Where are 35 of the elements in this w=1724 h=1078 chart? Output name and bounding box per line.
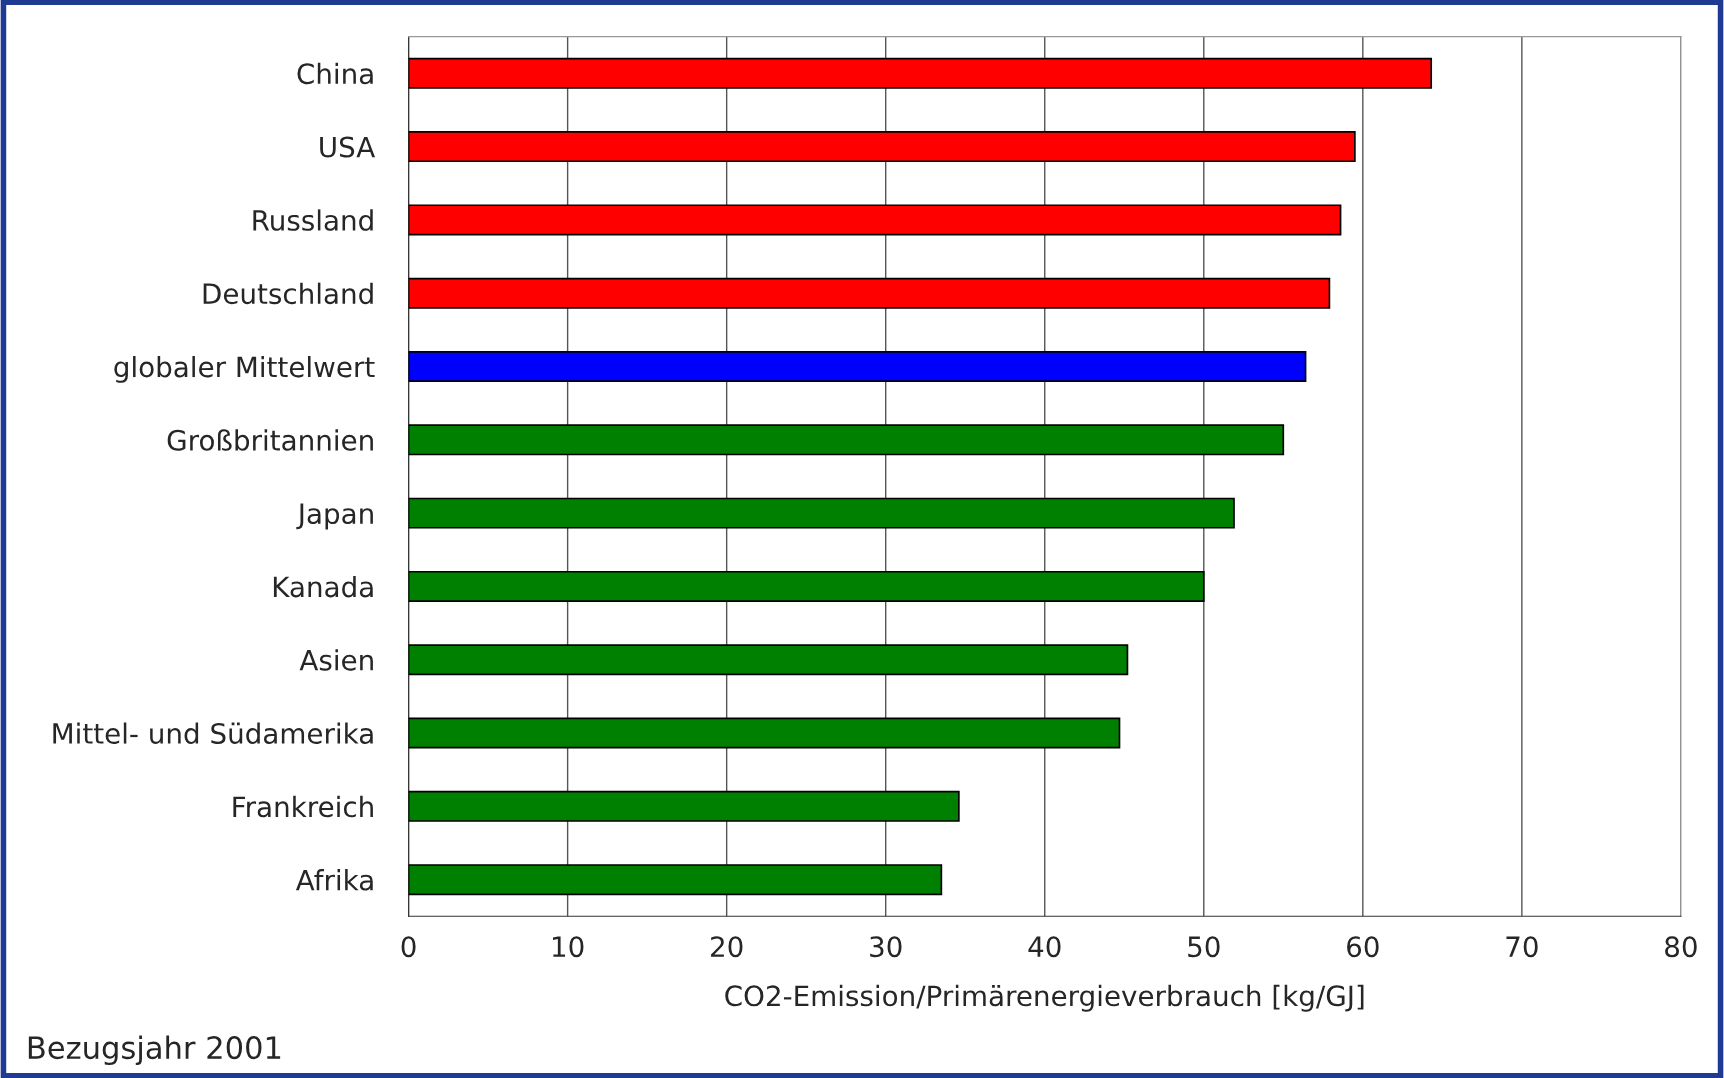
y-tick-label: globaler Mittelwert [114,355,375,383]
x-tick-label: 70 [1506,936,1538,958]
y-tick-label: Asien [299,649,373,671]
y-tick-label: Afrika [295,869,373,891]
x-tick-label: 60 [1347,936,1379,958]
y-tick-label: Japan [296,503,373,530]
bar [408,570,1205,602]
x-tick-label: 40 [1028,936,1061,958]
text: Bezugsjahr 2001 [28,1035,281,1066]
x-tick-label: 30 [870,936,902,958]
x-tick-label: 50 [1188,936,1220,958]
bar [408,790,960,822]
bar [408,277,1331,309]
bar [408,497,1235,529]
y-tick-label: Deutschland [203,282,373,305]
y-tick-label: Frankreich [233,795,373,818]
bar [408,131,1356,163]
x-axis-title: CO2-Emission/Primärenergieverbrauch [kg/GJ] [725,984,1364,1012]
x-tick-label: 0 [401,936,416,958]
bar [408,204,1342,236]
bar [408,424,1285,456]
bar [408,717,1121,749]
x-tick-label: 10 [553,936,584,958]
bar [408,57,1433,89]
bar [408,644,1129,676]
x-tick-label: 20 [711,936,743,958]
y-tick-label: Russland [253,209,373,231]
y-tick-label: Kanada [273,575,373,598]
x-tick-label: 80 [1665,936,1697,958]
bar [408,864,943,896]
y-tick-label: Großbritannien [167,429,373,451]
y-tick-label: USA [320,136,376,158]
y-tick-label: China [297,62,373,85]
y-tick-label: Mittel- und Südamerika [53,722,373,744]
bar [408,351,1307,383]
